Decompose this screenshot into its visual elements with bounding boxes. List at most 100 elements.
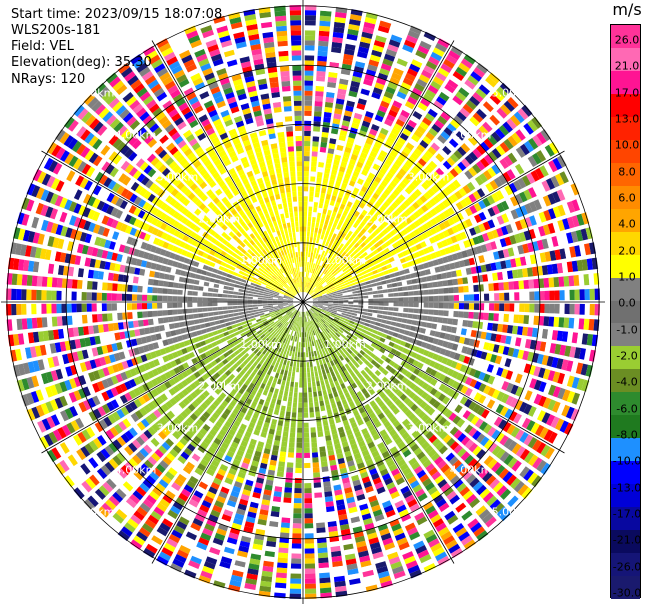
velocity-gate	[533, 213, 542, 225]
velocity-gate	[480, 351, 488, 360]
velocity-gate	[411, 245, 418, 253]
velocity-gate	[340, 265, 346, 271]
velocity-gate	[378, 298, 384, 302]
velocity-gate	[402, 286, 408, 291]
velocity-gate	[294, 382, 299, 388]
velocity-gate	[316, 421, 322, 427]
velocity-gate	[499, 303, 505, 312]
velocity-gate	[311, 285, 315, 290]
velocity-gate	[325, 270, 330, 276]
velocity-gate	[177, 302, 183, 308]
velocity-gate	[330, 174, 336, 181]
velocity-gate	[422, 349, 430, 357]
velocity-gate	[333, 302, 339, 304]
velocity-gate	[328, 317, 334, 321]
velocity-gate	[312, 305, 318, 308]
velocity-gate	[424, 201, 433, 210]
velocity-gate	[463, 311, 469, 319]
velocity-gate	[312, 296, 318, 299]
velocity-gate	[478, 312, 484, 320]
velocity-gate	[404, 39, 416, 49]
velocity-gate	[523, 434, 534, 446]
velocity-gate	[172, 282, 179, 288]
velocity-gate	[393, 302, 399, 307]
velocity-gate	[363, 21, 376, 30]
velocity-gate	[327, 318, 333, 323]
velocity-gate	[394, 350, 402, 357]
velocity-gate	[291, 412, 297, 418]
velocity-gate	[412, 237, 420, 245]
velocity-gate	[309, 196, 314, 202]
velocity-gate	[327, 281, 333, 286]
velocity-gate	[304, 135, 311, 142]
velocity-gate	[278, 547, 289, 554]
velocity-gate	[349, 269, 356, 274]
velocity-gate	[486, 364, 494, 373]
velocity-gate	[306, 287, 309, 293]
velocity-gate	[513, 314, 520, 324]
velocity-gate	[407, 96, 418, 106]
velocity-gate	[446, 271, 452, 279]
velocity-gate	[21, 303, 27, 315]
velocity-gate	[157, 295, 163, 301]
velocity-gate	[491, 192, 500, 203]
velocity-gate	[322, 420, 329, 427]
velocity-gate	[517, 268, 524, 278]
velocity-gate	[404, 160, 413, 169]
velocity-gate	[377, 196, 385, 204]
velocity-gate	[334, 154, 342, 161]
velocity-gate	[399, 340, 407, 347]
velocity-gate	[354, 258, 360, 264]
velocity-gate	[413, 376, 421, 384]
velocity-gate	[482, 101, 494, 113]
velocity-gate	[304, 462, 311, 469]
velocity-gate	[309, 191, 314, 197]
velocity-gate	[313, 202, 319, 208]
velocity-gate	[484, 293, 490, 301]
velocity-gate	[276, 567, 288, 574]
velocity-gate	[431, 323, 438, 330]
velocity-gate	[499, 292, 505, 301]
velocity-gate	[430, 51, 443, 62]
velocity-gate	[178, 315, 184, 321]
velocity-gate	[383, 270, 389, 275]
velocity-gate	[496, 202, 505, 213]
velocity-gate	[431, 274, 438, 281]
velocity-gate	[470, 330, 477, 338]
velocity-gate	[421, 214, 430, 222]
velocity-gate	[421, 204, 429, 213]
velocity-gate	[501, 393, 510, 404]
velocity-gate	[283, 426, 289, 433]
velocity-gate	[456, 372, 464, 381]
velocity-gate	[335, 324, 341, 329]
velocity-gate	[498, 313, 504, 322]
velocity-gate	[447, 378, 455, 387]
velocity-gate	[316, 75, 326, 82]
velocity-gate	[353, 112, 363, 120]
velocity-gate	[576, 378, 585, 391]
velocity-gate	[458, 336, 466, 344]
velocity-gate	[322, 295, 328, 298]
velocity-gate	[320, 288, 325, 292]
velocity-gate	[352, 307, 358, 311]
velocity-gate	[395, 276, 402, 282]
velocity-gate	[457, 146, 467, 157]
velocity-gate	[547, 370, 556, 382]
velocity-gate	[485, 263, 492, 272]
velocity-gate	[326, 272, 332, 277]
velocity-gate	[305, 287, 307, 293]
velocity-gate	[388, 39, 401, 48]
velocity-gate	[479, 303, 485, 311]
velocity-gate	[361, 270, 368, 275]
velocity-gate	[325, 264, 330, 270]
velocity-gate	[478, 394, 487, 404]
velocity-gate	[292, 533, 302, 539]
velocity-gate	[395, 172, 404, 181]
velocity-gate	[399, 257, 407, 264]
velocity-gate	[331, 310, 337, 313]
velocity-gate	[157, 280, 164, 287]
velocity-gate	[152, 287, 158, 294]
velocity-gate	[417, 226, 425, 234]
velocity-gate	[325, 96, 334, 103]
velocity-gate	[373, 259, 379, 265]
